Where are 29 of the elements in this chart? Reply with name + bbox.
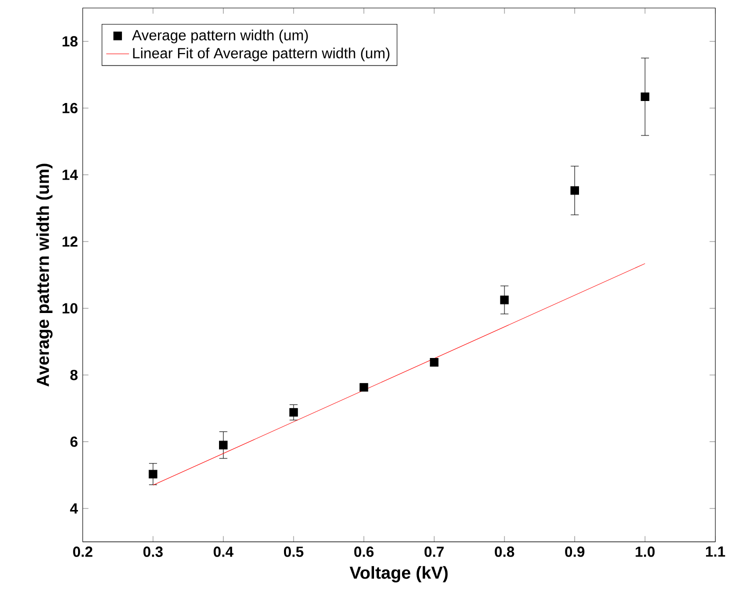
y-tick-label: 18 bbox=[62, 36, 78, 47]
x-tick-label: 0.3 bbox=[143, 546, 163, 558]
x-tick-label: 0.7 bbox=[424, 546, 444, 557]
point bbox=[219, 440, 228, 450]
y-tick-label: 14 bbox=[62, 170, 78, 180]
point bbox=[148, 470, 158, 478]
point bbox=[570, 186, 580, 195]
y-tick-label: 6 bbox=[70, 436, 78, 447]
point bbox=[500, 296, 509, 304]
y-tick-label: 12 bbox=[62, 236, 78, 247]
point bbox=[430, 358, 438, 367]
x-tick-label: 0.2 bbox=[73, 546, 92, 557]
legend-label: Average pattern width (um) bbox=[132, 30, 308, 44]
x-tick-label: 0.9 bbox=[565, 546, 584, 557]
point bbox=[289, 408, 298, 417]
x-tick-label: 1.1 bbox=[706, 546, 726, 557]
x-tick-label: 0.4 bbox=[214, 546, 234, 557]
y-tick-label: 10 bbox=[62, 303, 78, 314]
x-tick-label: 1.0 bbox=[636, 546, 655, 557]
x-tick-label: 0.5 bbox=[284, 546, 304, 557]
point bbox=[640, 92, 650, 102]
x-axis-title: Voltage (kV) bbox=[350, 566, 448, 582]
y-tick-label: 16 bbox=[62, 102, 78, 114]
x-tick-label: 0.8 bbox=[494, 546, 514, 557]
legend-label: Linear Fit of Average pattern width (um) bbox=[133, 48, 390, 62]
y-tick-label: 8 bbox=[70, 370, 78, 380]
x-tick-label: 0.6 bbox=[354, 546, 374, 557]
y-tick-label: 4 bbox=[70, 503, 78, 514]
y-axis-title: Average pattern width (um) bbox=[36, 164, 53, 387]
